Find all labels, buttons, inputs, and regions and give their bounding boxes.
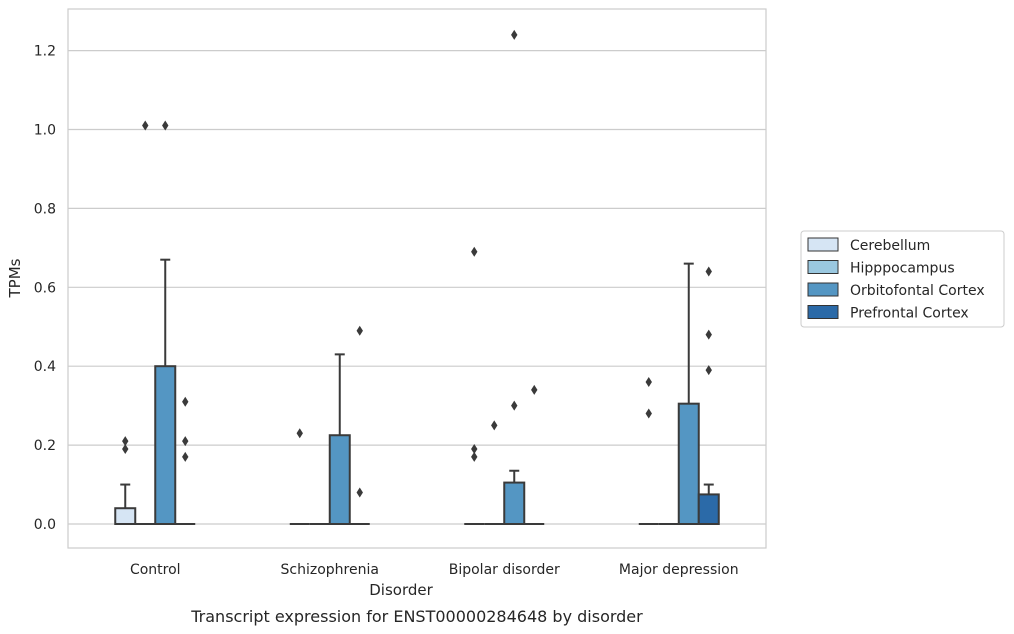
legend-label: Hipppocampus (850, 261, 955, 277)
outlier-point (491, 420, 498, 431)
y-tick-label: 1.0 (34, 123, 56, 139)
legend: Cerebellum Hipppocampus Orbitofontal Corte… (800, 230, 1005, 328)
outlier-point (705, 266, 712, 277)
box-prefrontal-cortex (697, 266, 720, 526)
box-cerebellum (638, 376, 659, 525)
box-body (677, 402, 700, 525)
x-axis-title: Disorder (369, 581, 433, 599)
outlier-point (356, 487, 363, 498)
box-cerebellum (464, 246, 485, 525)
legend-frame (800, 230, 1005, 328)
box-prefrontal-cortex (349, 325, 370, 525)
box-cerebellum (289, 428, 310, 525)
legend-swatch (807, 237, 839, 252)
outlier-point (182, 436, 189, 447)
legend-label: Cerebellum (850, 238, 930, 254)
outlier-point (296, 428, 303, 439)
x-tick-label: Major depression (619, 562, 739, 578)
outlier-point (471, 246, 478, 257)
outlier-point (531, 384, 538, 395)
x-tick-label: Schizophrenia (281, 562, 379, 578)
box-prefrontal-cortex (175, 396, 196, 525)
y-tick-label: 0.2 (34, 438, 56, 454)
box-hipppocampus (484, 420, 505, 525)
box-prefrontal-cortex (524, 384, 545, 525)
box-body (697, 493, 720, 526)
chart-caption: Transcript expression for ENST0000028464… (190, 607, 643, 626)
y-axis-title: TPMs (6, 258, 24, 298)
box-orbitofontal-cortex (503, 29, 526, 526)
box-orbitofontal-cortex (677, 262, 700, 525)
y-tick-label: 1.2 (34, 44, 56, 60)
plot-frame (67, 8, 767, 549)
box-body (503, 481, 526, 526)
outlier-point (122, 444, 129, 455)
y-tick-label: 0.0 (34, 517, 56, 533)
box-cerebellum (114, 436, 137, 526)
box-body (328, 434, 351, 525)
y-tick-label: 0.6 (34, 280, 56, 296)
outlier-point (511, 29, 518, 40)
outlier-point (645, 376, 652, 387)
outlier-point (511, 400, 518, 411)
legend-swatch (807, 260, 839, 274)
x-tick-label: Bipolar disorder (449, 562, 560, 578)
outlier-point (471, 451, 478, 462)
box-orbitofontal-cortex (154, 120, 177, 526)
box-hipppocampus (135, 120, 156, 525)
x-tick-label: Control (130, 562, 181, 578)
y-tick-label: 0.4 (34, 359, 56, 375)
x-tick-labels: Control Schizophrenia Bipolar disorder Majo… (130, 562, 739, 578)
y-tick-labels: 0.0 0.2 0.4 0.6 0.8 1.0 1.2 (34, 44, 56, 533)
outlier-point (705, 365, 712, 376)
outlier-point (705, 329, 712, 340)
box-plot-marks (114, 29, 720, 526)
outlier-point (182, 451, 189, 462)
outlier-point (645, 408, 652, 419)
box-body (154, 365, 177, 526)
grid-lines (68, 49, 766, 525)
legend-swatch (807, 305, 839, 319)
outlier-point (162, 120, 169, 131)
box-body (114, 507, 137, 526)
outlier-point (471, 444, 478, 455)
y-tick-label: 0.8 (34, 201, 56, 217)
outlier-point (142, 120, 149, 131)
outlier-point (122, 436, 129, 447)
legend-label: Prefrontal Cortex (850, 306, 969, 322)
outlier-point (182, 396, 189, 407)
box-orbitofontal-cortex (328, 353, 351, 525)
legend-label: Orbitofontal Cortex (850, 283, 985, 299)
outlier-point (356, 325, 363, 336)
legend-swatch (807, 282, 839, 297)
